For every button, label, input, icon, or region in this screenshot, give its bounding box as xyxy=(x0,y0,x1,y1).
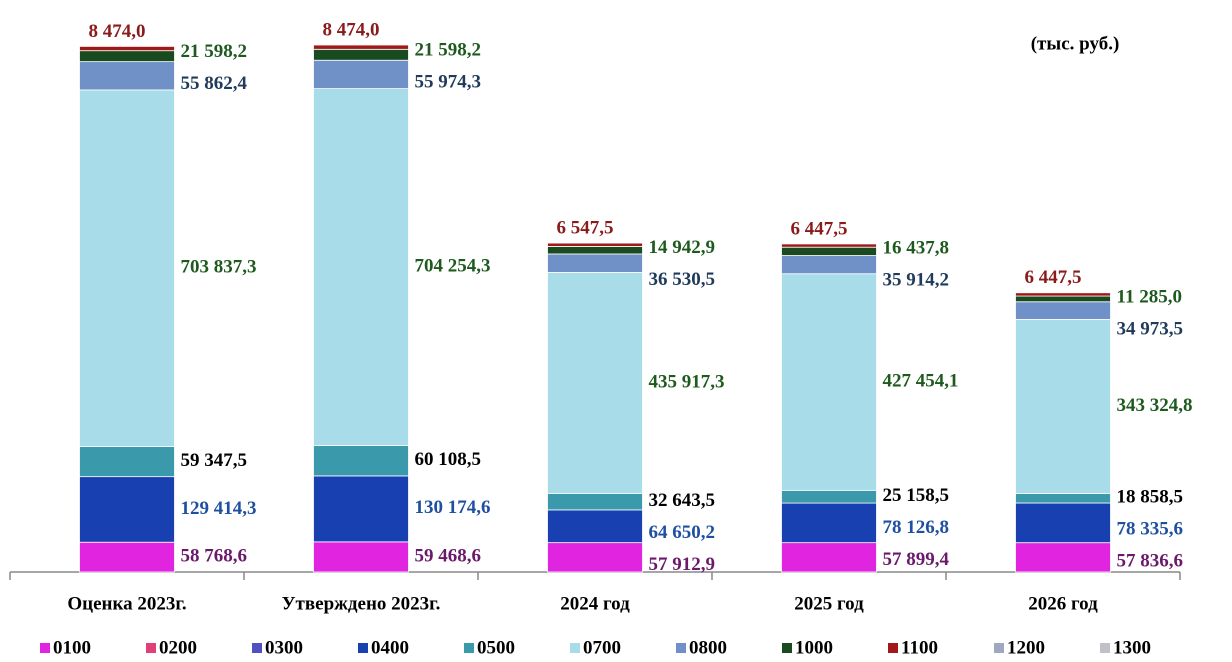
legend-label: 1000 xyxy=(795,637,833,658)
legend-swatch xyxy=(252,643,262,653)
value-label: 130 174,6 xyxy=(415,497,491,518)
legend-label: 0700 xyxy=(583,637,621,658)
legend-label: 0100 xyxy=(53,637,91,658)
legend-label: 1200 xyxy=(1007,637,1045,658)
bar-segment xyxy=(79,61,175,91)
legend-swatch xyxy=(1100,643,1110,653)
legend-label: 0200 xyxy=(159,637,197,658)
value-label: 704 254,3 xyxy=(415,255,491,276)
bar-segment xyxy=(781,542,877,573)
legend-swatch xyxy=(146,643,156,653)
value-label: 6 447,5 xyxy=(1025,267,1082,288)
x-tick-label: Утверждено 2023г. xyxy=(282,593,441,614)
bar-segment xyxy=(547,272,643,494)
legend-label: 1300 xyxy=(1113,637,1151,658)
bar-segment xyxy=(313,88,409,446)
value-label: 57 836,6 xyxy=(1117,551,1184,572)
bar-segment xyxy=(1015,292,1111,297)
value-label: 6 547,5 xyxy=(557,217,614,238)
bar-segment xyxy=(1015,542,1111,573)
value-label: 21 598,2 xyxy=(415,40,482,61)
value-label: 427 454,1 xyxy=(883,370,959,391)
bar-segment xyxy=(1015,295,1111,303)
bar-segment xyxy=(79,541,175,573)
legend-swatch xyxy=(40,643,50,653)
bar-segment xyxy=(1015,319,1111,494)
bar-segment xyxy=(547,542,643,573)
bar-segment xyxy=(313,475,409,543)
value-label: 32 643,5 xyxy=(649,490,716,511)
bar-segment xyxy=(313,48,409,61)
value-label: 34 973,5 xyxy=(1117,318,1184,339)
x-tick-label: Оценка 2023г. xyxy=(67,593,186,614)
bar-segment xyxy=(547,509,643,544)
value-label: 78 335,6 xyxy=(1117,519,1184,540)
legend-label: 1100 xyxy=(901,637,938,658)
bar-segment xyxy=(313,44,409,50)
legend-swatch xyxy=(358,643,368,653)
bar-segment xyxy=(79,89,175,447)
legend-swatch xyxy=(994,643,1004,653)
bar-segment xyxy=(79,50,175,63)
value-label: 8 474,0 xyxy=(323,19,380,40)
bar-segment xyxy=(781,489,877,504)
legend-label: 0300 xyxy=(265,637,303,658)
bar-segment xyxy=(1015,502,1111,544)
bar-segment xyxy=(547,253,643,273)
value-label: 435 917,3 xyxy=(649,371,725,392)
legend-swatch xyxy=(570,643,580,653)
bar-segment xyxy=(1015,493,1111,504)
bar-segment xyxy=(781,255,877,275)
value-label: 129 414,3 xyxy=(181,498,257,519)
bar-segment xyxy=(79,446,175,478)
legend-label: 0400 xyxy=(371,637,409,658)
value-label: 64 650,2 xyxy=(649,522,716,543)
legend-label: 0800 xyxy=(689,637,727,658)
value-label: 36 530,5 xyxy=(649,269,716,290)
value-label: 35 914,2 xyxy=(883,270,950,291)
bar-segment xyxy=(547,245,643,255)
value-label: 8 474,0 xyxy=(89,21,146,42)
value-label: 58 768,6 xyxy=(181,545,248,566)
bar-segment xyxy=(781,502,877,544)
x-tick-label: 2024 год xyxy=(560,593,630,614)
legend-swatch xyxy=(888,643,898,653)
value-label: 59 347,5 xyxy=(181,450,248,471)
legend-swatch xyxy=(782,643,792,653)
unit-label: (тыс. руб.) xyxy=(1031,33,1120,54)
value-label: 57 899,4 xyxy=(883,549,950,570)
value-label: 16 437,8 xyxy=(883,238,950,259)
value-label: 11 285,0 xyxy=(1117,286,1182,307)
bar-segment xyxy=(79,45,175,52)
bar-segment xyxy=(313,541,409,573)
value-label: 6 447,5 xyxy=(791,218,848,239)
x-tick-label: 2026 год xyxy=(1028,593,1098,614)
value-label: 55 974,3 xyxy=(415,72,482,93)
bar-segment xyxy=(79,476,175,543)
bar-segment xyxy=(313,59,409,90)
value-label: 57 912,9 xyxy=(649,554,716,575)
value-label: 59 468,6 xyxy=(415,545,482,566)
x-tick-label: 2025 год xyxy=(794,593,864,614)
value-label: 14 942,9 xyxy=(649,237,716,258)
legend-swatch xyxy=(464,643,474,653)
value-label: 78 126,8 xyxy=(883,517,950,538)
value-label: 55 862,4 xyxy=(181,73,248,94)
value-label: 25 158,5 xyxy=(883,485,950,506)
value-label: 18 858,5 xyxy=(1117,487,1184,508)
value-label: 60 108,5 xyxy=(415,449,482,470)
legend-swatch xyxy=(676,643,686,653)
bar-segment xyxy=(1015,301,1111,320)
value-label: 21 598,2 xyxy=(181,41,248,62)
bar-segment xyxy=(781,273,877,491)
bar-segment xyxy=(547,492,643,511)
bar-segment xyxy=(781,243,877,248)
bar-segment xyxy=(547,242,643,247)
bar-segment xyxy=(313,445,409,477)
legend-label: 0500 xyxy=(477,637,515,658)
bar-segment xyxy=(781,246,877,256)
value-label: 343 324,8 xyxy=(1117,395,1193,416)
value-label: 703 837,3 xyxy=(181,257,257,278)
